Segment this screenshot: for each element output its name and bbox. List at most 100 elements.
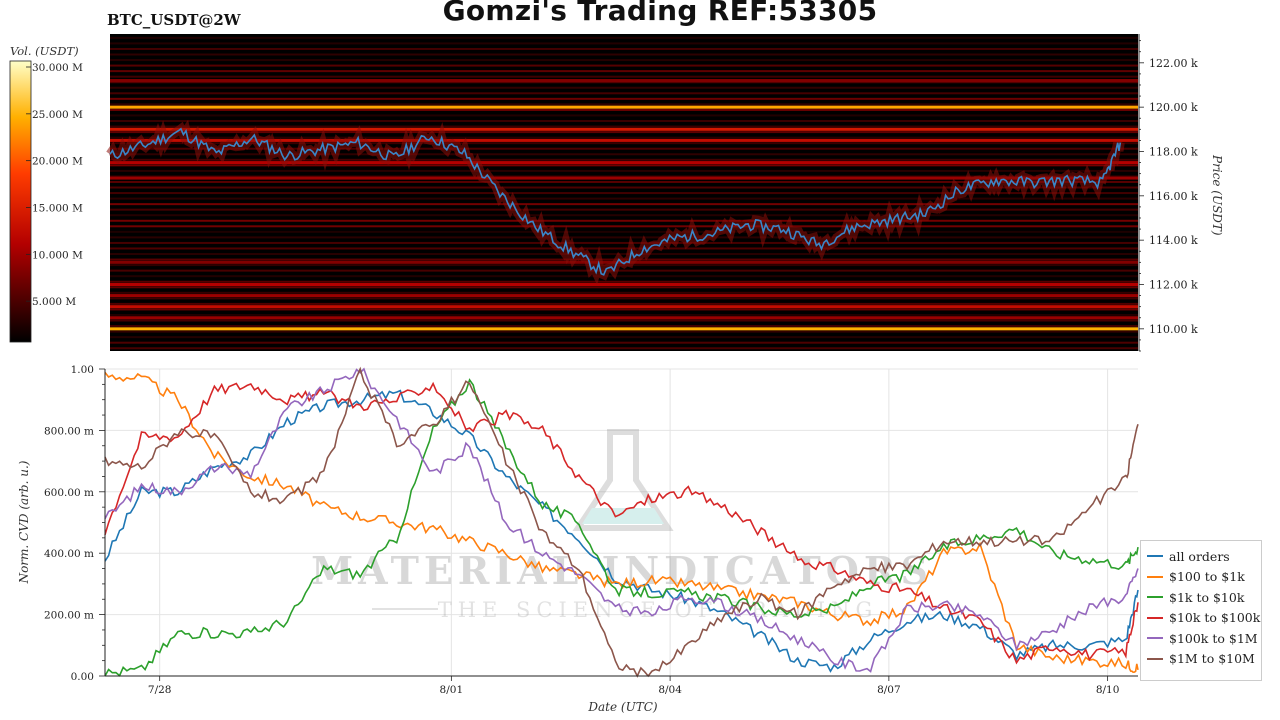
heatmap-band (110, 203, 1138, 206)
legend-item: $100 to $1k (1141, 567, 1261, 588)
legend-swatch (1147, 596, 1163, 599)
heatmap-band (110, 336, 1138, 339)
heatmap-band (110, 313, 1138, 316)
colorbar-tick-label: 30.000 M (32, 62, 83, 74)
heatmap-band (110, 86, 1138, 89)
heatmap-band (110, 253, 1138, 256)
heatmap-band (110, 341, 1138, 344)
legend-item: $100k to $1M (1141, 628, 1261, 649)
heatmap-band (110, 97, 1138, 100)
heatmap-band (110, 286, 1138, 289)
heatmap-level (110, 282, 1138, 286)
legend-label: $1M to $10M (1169, 651, 1255, 667)
colorbar-tick-label: 5.000 M (32, 296, 76, 308)
heatmap-band (110, 81, 1138, 84)
heatmap-band (110, 142, 1138, 145)
heatmap-level (110, 161, 1138, 165)
colorbar-tick-label: 15.000 M (32, 203, 83, 215)
legend-label: $1k to $10k (1169, 589, 1245, 605)
legend-swatch (1147, 657, 1163, 660)
heatmap-band (110, 64, 1138, 67)
heatmap-level (110, 176, 1138, 180)
heatmap-band (110, 169, 1138, 172)
heatmap-band (110, 131, 1138, 134)
heatmap-band (110, 192, 1138, 195)
symbol-label: BTC_USDT@2W (107, 11, 241, 29)
heatmap-band (110, 147, 1138, 150)
heatmap-band (110, 164, 1138, 167)
heatmap-band (110, 92, 1138, 95)
heatmap-band (110, 230, 1138, 233)
heatmap-band (110, 114, 1138, 117)
heatmap-band (110, 158, 1138, 161)
cvd-y-tick-label: 400.00 m (44, 548, 94, 560)
heatmap-band (110, 120, 1138, 123)
flask-liquid-icon (582, 508, 664, 524)
heatmap-level (110, 294, 1138, 298)
colorbar-gradient (9, 60, 32, 343)
legend-item: $10k to $100k (1141, 608, 1261, 629)
heatmap-band (110, 297, 1138, 300)
heatmap-y-tick-label: 122.00 k (1149, 57, 1198, 70)
heatmap-band (110, 280, 1138, 283)
heatmap-y-tick-label: 120.00 k (1149, 101, 1198, 114)
cvd-series-line (104, 378, 1139, 677)
cvd-x-tick-label: 8/01 (440, 684, 464, 696)
heatmap-level (110, 327, 1138, 331)
colorbar: Vol. (USDT) 30.000 M 25.000 M 20.000 M 15.0… (9, 44, 83, 343)
heatmap-band (110, 308, 1138, 311)
cvd-y-tick-label: 0.00 (71, 671, 94, 683)
heatmap-y-tick-label: 110.00 k (1149, 323, 1198, 336)
heatmap-band (110, 75, 1138, 78)
heatmap-level (110, 127, 1138, 131)
colorbar-tick-label: 10.000 M (32, 249, 83, 261)
heatmap-band (110, 330, 1138, 333)
cvd-y-tick-label: 200.00 m (44, 610, 94, 622)
colorbar-tick-label: 25.000 M (32, 109, 83, 121)
legend-swatch (1147, 637, 1163, 640)
heatmap-band (110, 42, 1138, 45)
heatmap-panel: 122.00 k 120.00 k 118.00 k 116.00 k 114.00 k… (106, 34, 1224, 352)
heatmap-band (110, 59, 1138, 62)
legend: all orders $100 to $1k $1k to $10k $10k to … (1140, 540, 1262, 681)
heatmap-y-tick-label: 118.00 k (1149, 145, 1198, 158)
colorbar-tick-label: 20.000 M (32, 156, 83, 168)
heatmap-y-tick-label: 116.00 k (1149, 190, 1198, 203)
legend-label: $100k to $1M (1169, 630, 1258, 646)
heatmap-band (110, 108, 1138, 111)
cvd-y-tick-label: 800.00 m (44, 425, 94, 437)
heatmap-band (110, 208, 1138, 211)
heatmap-band (110, 241, 1138, 244)
cvd-series-line (104, 366, 1139, 678)
cvd-y-label: Norm. CVD (arb. u.) (17, 460, 31, 584)
heatmap-level (110, 316, 1138, 320)
watermark-line1: MATERIAL INDICATORS (311, 548, 933, 593)
heatmap-y-tick-label: 114.00 k (1149, 234, 1198, 247)
cvd-y-tick-label: 1.00 (71, 364, 94, 376)
cvd-panel: MATERIAL INDICATORS THE SCIENCE OF TRADI… (17, 364, 1139, 714)
cvd-series-line (104, 371, 1139, 674)
heatmap-band (110, 269, 1138, 272)
legend-label: all orders (1169, 548, 1230, 564)
legend-swatch (1147, 575, 1163, 578)
colorbar-label: Vol. (USDT) (10, 44, 79, 58)
cvd-x-label: Date (UTC) (587, 700, 657, 714)
heatmap-band (110, 53, 1138, 56)
cvd-series-line (104, 367, 1139, 673)
heatmap-y-tick-label: 112.00 k (1149, 278, 1198, 291)
heatmap-band (110, 186, 1138, 189)
heatmap-band (110, 47, 1138, 50)
cvd-y-tick-label: 600.00 m (44, 487, 94, 499)
heatmap-level (110, 305, 1138, 309)
heatmap-band (110, 219, 1138, 222)
heatmap-y-label: Price (USDT) (1210, 154, 1224, 236)
heatmap-band (110, 197, 1138, 200)
legend-item: $1M to $10M (1141, 649, 1261, 670)
heatmap-band (110, 175, 1138, 178)
cvd-x-tick-label: 8/10 (1096, 684, 1120, 696)
price-line (109, 127, 1122, 276)
watermark-line2: THE SCIENCE OF TRADING (438, 598, 879, 622)
legend-swatch (1147, 555, 1163, 558)
heatmap-band (110, 319, 1138, 322)
